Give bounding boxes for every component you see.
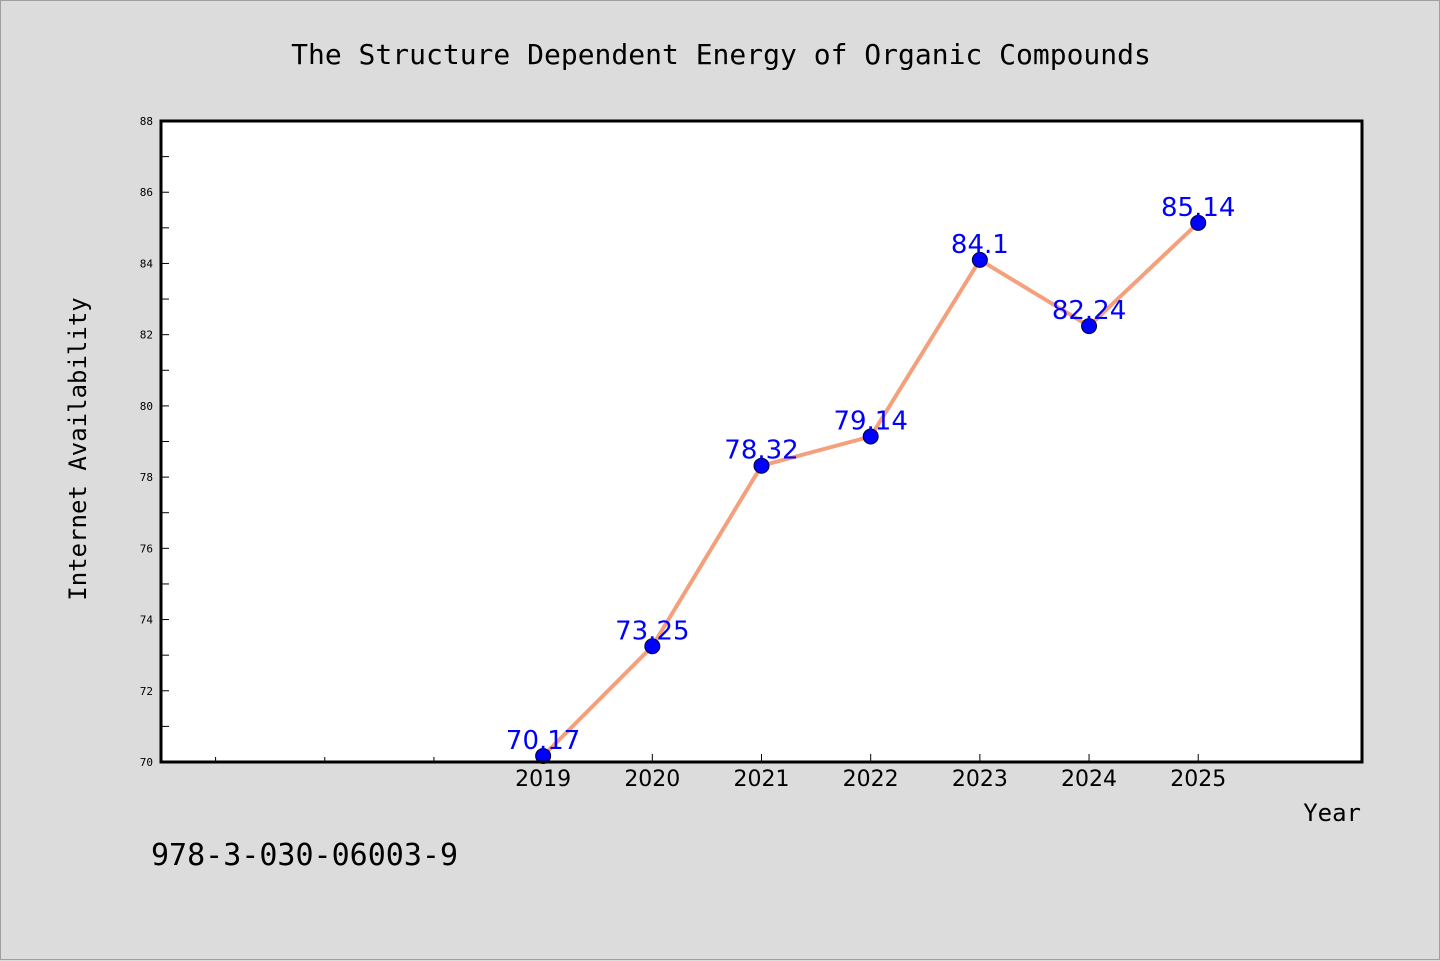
data-point xyxy=(971,251,988,268)
data-point xyxy=(1081,318,1098,335)
y-tick-label: 76 xyxy=(140,542,153,555)
x-tick-label: 2021 xyxy=(734,767,790,792)
x-axis-label: Year xyxy=(1303,799,1361,827)
x-tick-label: 2019 xyxy=(515,767,571,792)
data-label: 79.14 xyxy=(833,407,907,437)
x-tick-label: 2024 xyxy=(1061,767,1117,792)
x-tick-label: 2020 xyxy=(624,767,680,792)
data-point xyxy=(644,638,661,655)
x-tick-label: 2022 xyxy=(843,767,899,792)
data-label: 84.1 xyxy=(951,230,1009,260)
x-tick-label: 2023 xyxy=(952,767,1008,792)
y-tick-label: 78 xyxy=(140,471,153,484)
y-tick-label: 70 xyxy=(140,756,153,769)
data-label: 85.14 xyxy=(1161,193,1235,223)
y-tick-label: 84 xyxy=(140,257,154,270)
data-point xyxy=(753,457,770,474)
plot-frame xyxy=(159,119,1364,764)
data-point xyxy=(862,428,879,445)
y-axis-label: Internet Availability xyxy=(64,297,92,600)
y-tick-label: 86 xyxy=(140,186,153,199)
data-label: 73.25 xyxy=(615,616,689,646)
footer-identifier: 978-3-030-06003-9 xyxy=(151,838,458,873)
y-tick-label: 82 xyxy=(140,329,153,342)
y-tick-label: 88 xyxy=(140,115,153,128)
plot-area: 70 72 74 76 78 80 82 84 86 88 2019 2020 2021 2022 2023… xyxy=(140,115,1364,792)
chart-title: The Structure Dependent Energy of Organi… xyxy=(291,38,1151,71)
data-point xyxy=(1190,214,1207,231)
data-label: 78.32 xyxy=(724,436,798,466)
data-label: 82.24 xyxy=(1052,296,1126,326)
y-tick-label: 74 xyxy=(140,614,154,627)
plot-background xyxy=(161,121,1362,762)
data-label: 70.17 xyxy=(506,726,580,756)
y-tick-label: 80 xyxy=(140,400,153,413)
x-tick-label: 2025 xyxy=(1170,767,1226,792)
y-tick-label: 72 xyxy=(140,685,153,698)
